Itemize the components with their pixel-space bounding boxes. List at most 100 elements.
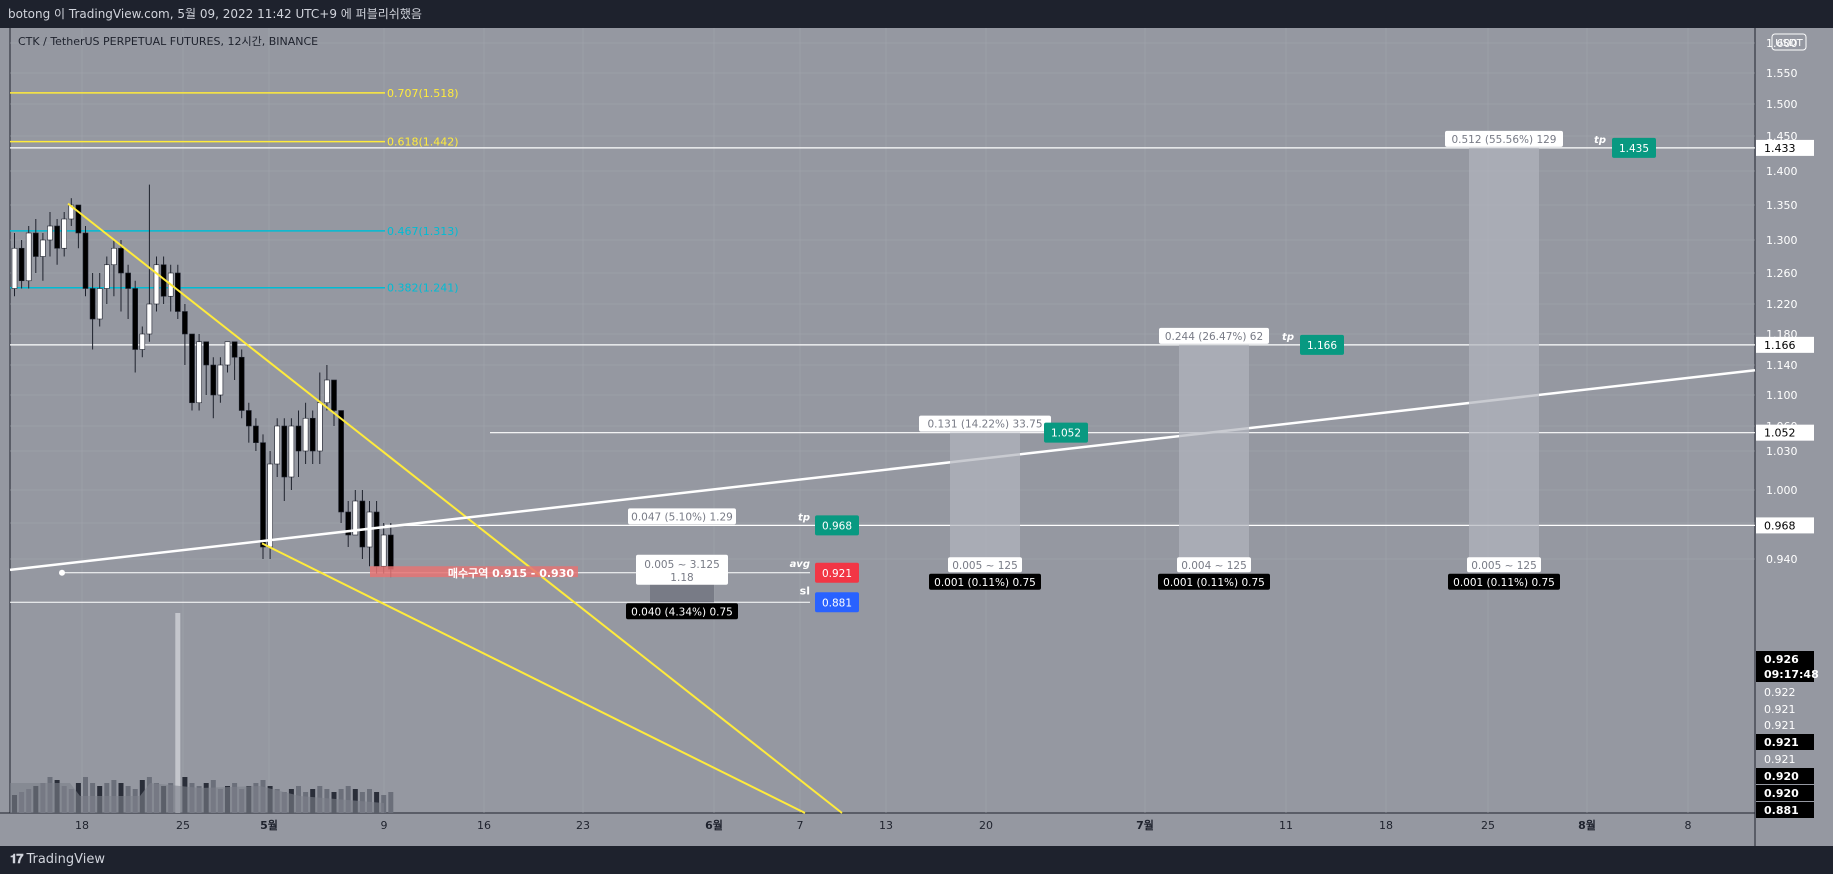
price-axis-label-text: 0.921 <box>1764 753 1796 766</box>
fib-level-label: 0.618(1.442) <box>387 136 459 149</box>
price-axis-label-text: 0.968 <box>1764 519 1796 532</box>
price-axis-label-box <box>1756 517 1814 534</box>
sl-price-badge-box <box>815 592 859 613</box>
brand-name: TradingView <box>26 852 106 867</box>
candle-body <box>345 511 352 536</box>
avg-info-line2: 1.18 <box>670 572 693 584</box>
tp-price-badge[interactable]: 0.968 <box>815 515 859 536</box>
tp-price-badge-text: 0.968 <box>822 520 852 532</box>
currency-button[interactable]: USDT <box>1771 33 1807 51</box>
price-axis-label[interactable]: 0.921 <box>1764 753 1796 766</box>
x-tick-label: 20 <box>979 819 993 832</box>
candle-body <box>253 425 259 443</box>
y-tick-label: 1.140 <box>1766 359 1798 372</box>
tp-info-label[interactable]: 0.047 (5.10%) 1.29 <box>628 508 736 525</box>
volume-bar <box>388 792 394 813</box>
price-axis-label[interactable]: 0.921 <box>1764 719 1796 732</box>
price-axis-label[interactable]: 1.052 <box>1756 424 1814 441</box>
x-tick-label: 9 <box>381 819 388 832</box>
price-axis-label-text: 1.166 <box>1764 339 1796 352</box>
price-axis-label[interactable]: 0.926 <box>1756 651 1814 667</box>
candle-body <box>359 500 366 548</box>
candle-body <box>217 364 224 396</box>
target-info-label[interactable]: 0.244 (26.47%) 62 <box>1159 327 1269 344</box>
volume-bar <box>367 789 372 813</box>
price-axis-label[interactable]: 1.433 <box>1756 139 1814 156</box>
lower-trendline[interactable] <box>261 542 806 814</box>
sl-price-badge[interactable]: 0.881 <box>815 592 859 613</box>
tp-info-label-text: 0.047 (5.10%) 1.29 <box>631 511 733 523</box>
x-tick-label: 25 <box>1481 819 1495 832</box>
price-chart[interactable]: 0.707(1.518) 0.618(1.442) 0.467(1.313) 0.38… <box>0 28 1833 846</box>
candle-body <box>352 500 359 536</box>
y-tick-label: 1.400 <box>1766 165 1798 178</box>
avg-level-anchor[interactable] <box>59 569 65 576</box>
target-risk-label[interactable]: 0.001 (0.11%) 0.75 <box>1448 573 1560 590</box>
candle-body <box>139 333 146 350</box>
support-trendline[interactable] <box>9 369 1756 572</box>
candle-body <box>316 402 323 452</box>
price-axis-label[interactable]: 0.881 <box>1756 802 1814 818</box>
candle-body <box>182 311 188 335</box>
target-range-label[interactable]: 0.005 ~ 125 <box>1467 557 1541 573</box>
price-axis-label[interactable]: 0.921 <box>1764 703 1796 716</box>
target-info-label-text: 0.131 (14.22%) 33.75 <box>927 419 1042 431</box>
target-range-label-text: 0.005 ~ 125 <box>1471 560 1537 572</box>
price-axis-label[interactable]: 0.921 <box>1756 734 1814 750</box>
price-axis-label-box <box>1756 802 1814 818</box>
buy-zone-box[interactable] <box>370 566 578 578</box>
candle-body <box>380 534 387 567</box>
avg-price-badge[interactable]: 0.921 <box>815 562 859 583</box>
target-tp-tag: tp <box>1594 135 1606 146</box>
y-tick-label: 1.350 <box>1766 199 1798 212</box>
avg-price-badge-box <box>815 562 859 583</box>
target-info-label[interactable]: 0.512 (55.56%) 129 <box>1445 130 1563 147</box>
target-range-label[interactable]: 0.004 ~ 125 <box>1177 557 1251 573</box>
target-price-badge[interactable]: 1.052 <box>1044 422 1088 443</box>
target-risk-label-box <box>1158 573 1270 590</box>
price-axis-label[interactable]: 0.922 <box>1764 686 1796 699</box>
candle-body <box>96 288 103 320</box>
candle-body <box>32 232 39 257</box>
target-price-badge-box <box>1612 137 1656 158</box>
price-axis-label[interactable]: 09:17:48 <box>1756 666 1819 682</box>
fib-level-label: 0.707(1.518) <box>387 87 459 100</box>
price-axis-label-text: 0.920 <box>1764 770 1799 783</box>
chart-title: CTK / TetherUS PERPETUAL FUTURES, 12시간, … <box>18 35 318 48</box>
price-axis-label-text: 0.922 <box>1764 686 1796 699</box>
candle-body <box>61 218 68 249</box>
price-axis-label-text: 1.433 <box>1764 142 1796 155</box>
price-axis-label[interactable]: 1.166 <box>1756 336 1814 353</box>
price-axis-label[interactable]: 0.920 <box>1756 768 1814 784</box>
tp-info-label-box <box>628 508 736 525</box>
price-axis-label[interactable]: 0.920 <box>1756 785 1814 801</box>
brand-logo[interactable]: 𝟏𝟕 TradingView <box>10 846 105 874</box>
target-risk-label[interactable]: 0.001 (0.11%) 0.75 <box>1158 573 1270 590</box>
avg-tag: avg <box>790 559 810 570</box>
sl-info-label[interactable]: 0.040 (4.34%) 0.75 <box>626 603 738 620</box>
target-range-label-box <box>1467 557 1541 573</box>
target-info-label-box <box>1159 327 1269 344</box>
price-axis-label[interactable]: 0.968 <box>1756 517 1814 534</box>
price-axis-label-text: 0.921 <box>1764 736 1799 749</box>
target-tp-tag: tp <box>1282 332 1294 343</box>
target-range-label[interactable]: 0.005 ~ 125 <box>948 557 1022 573</box>
sl-tag: sl <box>800 584 810 597</box>
target-info-label-box <box>1445 130 1563 147</box>
target-price-badge-box <box>1044 422 1088 443</box>
target-info-label[interactable]: 0.131 (14.22%) 33.75 <box>919 415 1051 432</box>
target-risk-label[interactable]: 0.001 (0.11%) 0.75 <box>929 573 1041 590</box>
target-price-badge[interactable]: 1.435 <box>1612 137 1656 158</box>
candle-body <box>238 356 245 411</box>
price-axis-label-box <box>1756 424 1814 441</box>
x-tick-label: 6월 <box>705 818 723 832</box>
y-tick-label: 1.000 <box>1766 484 1798 497</box>
candle-body <box>203 341 209 366</box>
target-price-badge[interactable]: 1.166 <box>1300 334 1344 355</box>
target-zone-box <box>1179 344 1249 565</box>
upper-trendline[interactable] <box>67 202 843 814</box>
price-axis-label-box <box>1756 666 1814 682</box>
tradingview-logo-icon: 𝟏𝟕 <box>10 852 24 867</box>
y-tick-label: 0.940 <box>1766 553 1798 566</box>
